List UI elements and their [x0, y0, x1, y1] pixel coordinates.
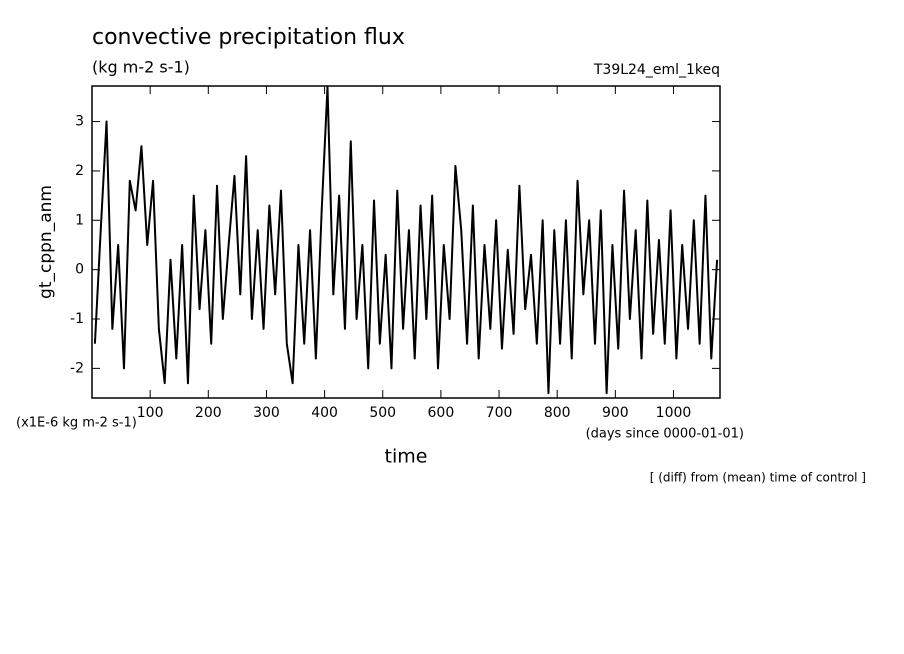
annotation: [ (diff) from (mean) time of control ] — [650, 471, 866, 485]
x-tick-label: 1000 — [656, 405, 692, 421]
x-unit-label: (days since 0000-01-01) — [586, 427, 744, 442]
x-tick-label: 800 — [544, 405, 571, 421]
y-tick-label: 1 — [75, 212, 84, 228]
x-axis-label: time — [385, 446, 428, 468]
data-line — [93, 85, 719, 395]
y-tick-label: 3 — [75, 114, 84, 130]
run-name: T39L24_eml_1keq — [593, 62, 720, 78]
chart-title: convective precipitation flux — [92, 25, 405, 50]
x-tick-label: 200 — [195, 405, 222, 421]
y-tick-label: -2 — [70, 360, 84, 376]
x-tick-label: 700 — [486, 405, 513, 421]
x-tick-label: 900 — [602, 405, 629, 421]
x-tick-label: 100 — [137, 405, 164, 421]
x-tick-label: 300 — [253, 405, 280, 421]
subtitle: (kg m-2 s-1) — [92, 58, 190, 77]
y-tick-label: -1 — [70, 311, 84, 327]
x-tick-label: 600 — [428, 405, 455, 421]
y-axis-label: gt_cppn_anm — [36, 185, 56, 299]
y-tick-label: 2 — [75, 163, 84, 179]
plot-frame — [91, 85, 721, 399]
y-tick-label: 0 — [75, 262, 84, 278]
y-unit-label: (x1E-6 kg m-2 s-1) — [16, 416, 137, 431]
x-tick-label: 500 — [369, 405, 396, 421]
x-tick-label: 400 — [311, 405, 338, 421]
